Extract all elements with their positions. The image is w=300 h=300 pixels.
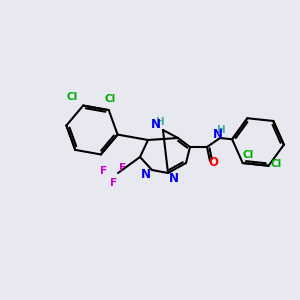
Text: Cl: Cl [271,159,282,169]
Text: Cl: Cl [67,92,78,101]
Text: F: F [119,163,127,173]
Text: F: F [110,178,118,188]
Text: F: F [100,166,108,176]
Text: H: H [156,117,164,127]
Text: Cl: Cl [242,150,253,160]
Text: N: N [151,118,161,131]
Text: N: N [141,167,151,181]
Text: H: H [217,125,225,135]
Text: N: N [169,172,179,184]
Text: O: O [208,157,218,169]
Text: N: N [213,128,223,140]
Text: Cl: Cl [104,94,116,104]
